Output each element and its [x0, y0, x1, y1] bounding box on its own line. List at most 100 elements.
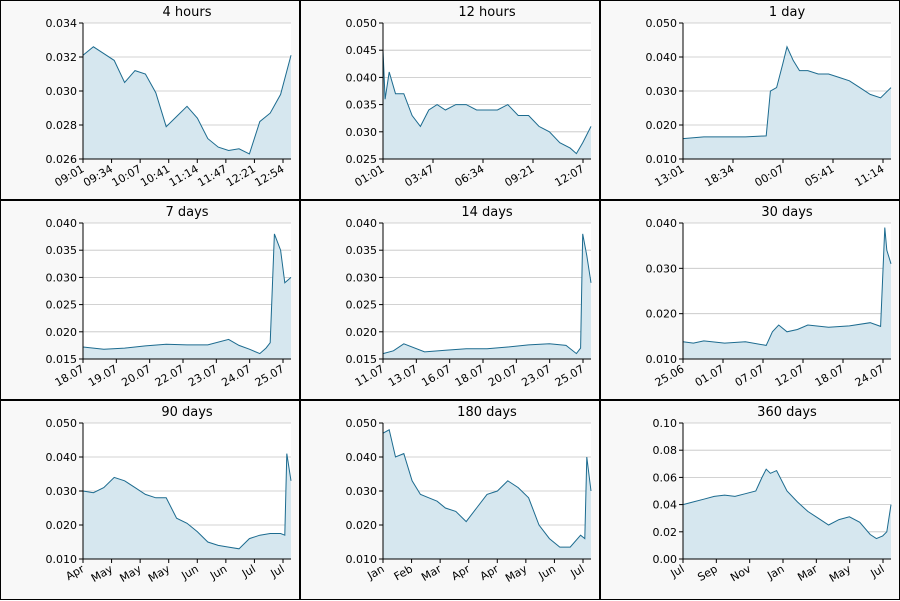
- x-tick-label: 09:21: [503, 162, 537, 189]
- x-tick-label: 24.07: [853, 362, 887, 389]
- y-tick-label: 0.030: [646, 85, 678, 98]
- chart-svg: 7 days 0.015 0.020 0.025 0.030 0.035 0.040 18.0…: [46, 205, 292, 389]
- y-tick-label: 0.040: [346, 451, 378, 464]
- chart-svg: 1 day 0.010 0.020 0.030 0.040 0.050 13:01 18:34…: [646, 5, 892, 189]
- x-tick-label: 23.07: [186, 362, 220, 389]
- y-tick-label: 0.06: [653, 471, 678, 484]
- y-tick-label: 0.020: [346, 519, 378, 532]
- x-tick-label: Sep: [695, 562, 719, 584]
- chart-title: 360 days: [757, 405, 817, 420]
- series-area: [383, 429, 591, 559]
- series-line: [682, 468, 892, 540]
- y-tick-label: 0.050: [646, 17, 678, 30]
- x-tick-label: Nov: [728, 562, 754, 584]
- x-tick-label: 12:07: [553, 162, 587, 189]
- y-tick-label: 0.015: [46, 353, 78, 366]
- y-tick-label: 0.040: [346, 71, 378, 84]
- y-tick-label: 0.040: [46, 217, 78, 230]
- y-tick-label: 0.040: [46, 451, 78, 464]
- y-tick-label: 0.040: [346, 217, 378, 230]
- x-tick-label: Jul: [568, 562, 587, 580]
- chart-title: 1 day: [769, 5, 806, 20]
- x-tick-label: Jun: [179, 562, 201, 582]
- x-tick-label: 11:14: [853, 162, 887, 189]
- y-tick-label: 0.015: [346, 353, 378, 366]
- x-tick-label: 18.07: [53, 362, 87, 389]
- chart-panel: 4 hours 0.026 0.028 0.030 0.032 0.034 09:01 09:…: [0, 0, 300, 200]
- series-line: [82, 46, 292, 155]
- y-tick-label: 0.025: [346, 153, 378, 166]
- y-tick-label: 0.02: [653, 526, 678, 539]
- y-tick-label: 0.026: [46, 153, 78, 166]
- x-tick-label: 25.07: [253, 362, 287, 389]
- chart-panel: 12 hours 0.025 0.030 0.035 0.040 0.045 0.050 01…: [300, 0, 600, 200]
- y-tick-label: 0.00: [653, 553, 678, 566]
- x-tick-label: May: [117, 562, 144, 585]
- x-tick-label: Jun: [536, 562, 558, 582]
- x-tick-label: 03:47: [403, 162, 437, 189]
- chart-svg: 14 days 0.015 0.020 0.025 0.030 0.035 0.040 11.…: [346, 205, 592, 389]
- x-tick-label: 11:14: [167, 162, 201, 189]
- series-line: [382, 233, 592, 355]
- chart-title: 90 days: [161, 405, 213, 420]
- y-tick-label: 0.030: [346, 126, 378, 139]
- y-tick-label: 0.050: [346, 17, 378, 30]
- x-tick-label: Feb: [392, 562, 415, 583]
- y-tick-label: 0.035: [46, 244, 78, 257]
- chart-title: 14 days: [461, 205, 513, 220]
- x-tick-label: Jan: [764, 562, 786, 582]
- x-tick-label: Jun: [207, 562, 229, 582]
- y-tick-label: 0.050: [46, 417, 78, 430]
- x-tick-label: 10:41: [138, 162, 172, 189]
- series-area: [83, 46, 291, 159]
- y-tick-label: 0.035: [346, 244, 378, 257]
- chart-panel: 14 days 0.015 0.020 0.025 0.030 0.035 0.040 11.…: [300, 200, 600, 400]
- x-tick-label: 09:34: [81, 162, 115, 189]
- y-tick-label: 0.034: [46, 17, 78, 30]
- x-tick-label: 10:07: [110, 162, 144, 189]
- y-tick-label: 0.04: [653, 499, 678, 512]
- y-tick-label: 0.020: [46, 326, 78, 339]
- series-line: [82, 233, 292, 355]
- x-tick-label: 01.07: [693, 362, 727, 389]
- x-tick-label: Mar: [795, 562, 820, 584]
- y-tick-label: 0.020: [46, 519, 78, 532]
- x-tick-label: Jul: [268, 562, 287, 580]
- chart-title: 7 days: [165, 205, 208, 220]
- x-tick-label: 01:01: [353, 162, 387, 189]
- series-line: [382, 429, 592, 548]
- series-area: [683, 46, 891, 159]
- x-tick-label: 23.07: [519, 362, 553, 389]
- y-tick-label: 0.08: [653, 444, 678, 457]
- series-line: [382, 50, 592, 155]
- x-tick-label: 06:34: [453, 162, 487, 189]
- x-tick-label: 13.07: [386, 362, 420, 389]
- y-tick-label: 0.10: [653, 417, 678, 430]
- series-line: [682, 227, 892, 346]
- x-tick-label: 18:34: [703, 162, 737, 189]
- x-tick-label: 25.06: [653, 362, 687, 389]
- x-tick-label: May: [503, 562, 530, 585]
- chart-svg: 12 hours 0.025 0.030 0.035 0.040 0.045 0.050 01…: [346, 5, 592, 189]
- x-tick-label: 12:54: [253, 162, 287, 189]
- y-tick-label: 0.030: [46, 485, 78, 498]
- x-tick-label: 19.07: [86, 362, 120, 389]
- chart-title: 30 days: [761, 205, 813, 220]
- x-tick-label: 16.07: [419, 362, 453, 389]
- y-tick-label: 0.030: [346, 271, 378, 284]
- x-tick-label: Apr: [478, 562, 501, 583]
- series-area: [83, 453, 291, 559]
- y-tick-label: 0.045: [346, 44, 378, 57]
- chart-title: 4 hours: [163, 5, 212, 20]
- x-tick-label: 13:01: [653, 162, 687, 189]
- y-tick-label: 0.030: [346, 485, 378, 498]
- y-tick-label: 0.020: [346, 326, 378, 339]
- y-tick-label: 0.010: [46, 553, 78, 566]
- chart-panel: 360 days 0.00 0.02 0.04 0.06 0.08 0.10 Jul Sep No…: [600, 400, 900, 600]
- chart-svg: 360 days 0.00 0.02 0.04 0.06 0.08 0.10 Jul Sep No…: [653, 405, 892, 585]
- plot-area: [383, 223, 591, 359]
- chart-panel: 180 days 0.010 0.020 0.030 0.040 0.050 Jan Feb M…: [300, 400, 600, 600]
- x-tick-label: 11:47: [195, 162, 229, 189]
